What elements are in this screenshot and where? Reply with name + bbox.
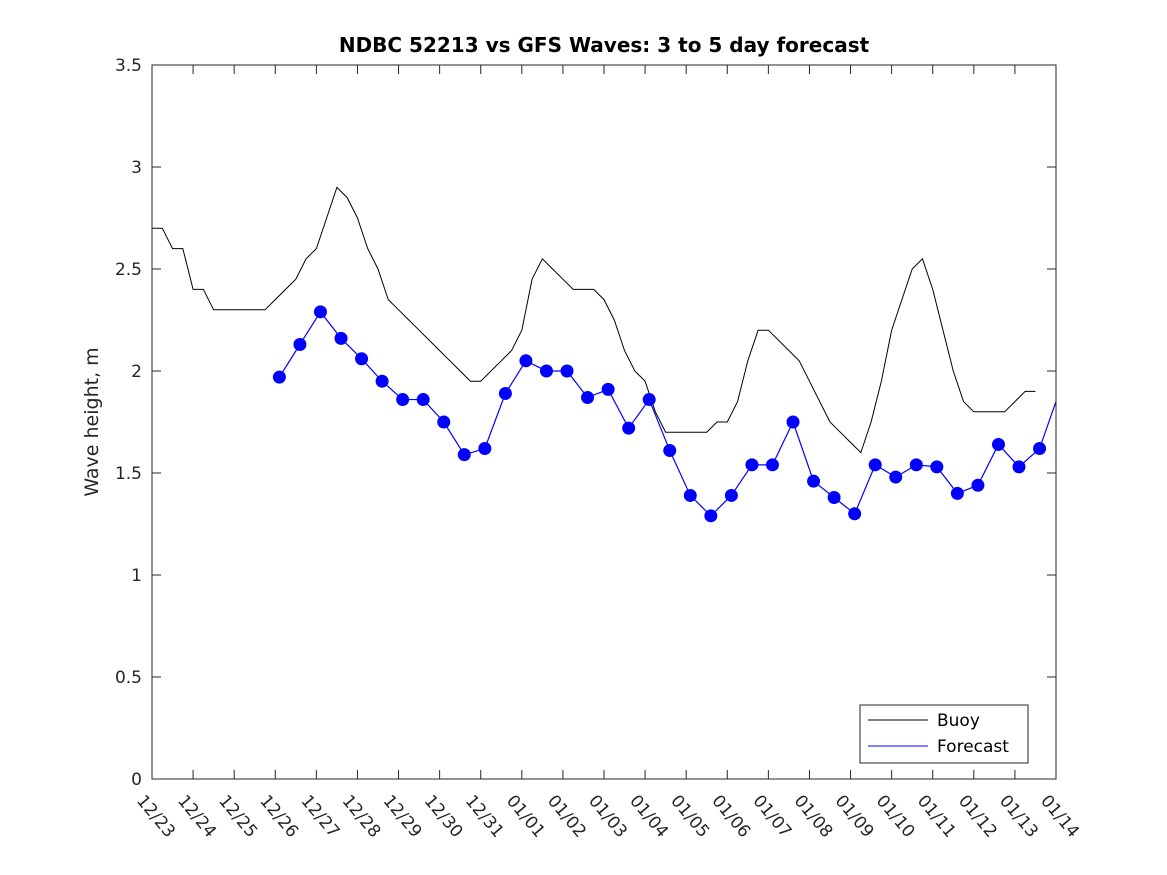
x-tick-label: 12/29 [379, 791, 426, 841]
forecast-point [827, 490, 841, 504]
legend-box [859, 704, 1029, 764]
legend-forecast-label: Forecast [937, 737, 1009, 757]
forecast-point [807, 474, 821, 488]
forecast-point [745, 458, 759, 472]
x-tick-label: 01/02 [543, 791, 590, 841]
forecast-point [1033, 442, 1047, 456]
forecast-point [498, 386, 512, 400]
y-axis-label: Wave height, m [81, 347, 103, 496]
x-tick-label: 12/25 [214, 791, 261, 841]
forecast-point [560, 364, 574, 378]
x-tick-label: 01/05 [666, 791, 713, 841]
y-tick-label: 0.5 [115, 668, 142, 688]
buoy-series-line [152, 186, 1036, 454]
forecast-point [909, 458, 923, 472]
forecast-point [478, 442, 492, 456]
forecast-point [683, 488, 697, 502]
forecast-point [889, 470, 903, 484]
x-tick-label: 01/09 [831, 791, 878, 841]
x-tick-label: 12/23 [132, 791, 179, 841]
y-tick-label: 2 [131, 362, 142, 382]
y-tick-label: 3 [131, 158, 142, 178]
y-tick-label: 0 [131, 770, 142, 790]
forecast-point [642, 393, 656, 407]
forecast-point [334, 331, 348, 345]
y-tick-label: 2.5 [115, 260, 142, 280]
forecast-point [663, 444, 677, 458]
x-tick-label: 01/14 [1036, 791, 1083, 841]
x-tick-label: 12/27 [297, 791, 344, 841]
forecast-point [704, 509, 718, 523]
forecast-points [272, 305, 1047, 523]
forecast-point [930, 460, 944, 474]
forecast-point [375, 374, 389, 388]
forecast-point [765, 458, 779, 472]
forecast-point [601, 382, 615, 396]
x-tick-label: 12/31 [461, 791, 508, 841]
forecast-point [416, 393, 430, 407]
x-tick-label: 01/03 [584, 791, 631, 841]
x-tick-label: 01/01 [502, 791, 549, 841]
x-tick-label: 01/10 [872, 791, 919, 841]
x-tick-label: 01/12 [954, 791, 1001, 841]
y-tick-label: 1.5 [115, 464, 142, 484]
x-tick-label: 12/26 [255, 791, 302, 841]
x-tick-label: 01/04 [625, 791, 672, 841]
chart-title: NDBC 52213 vs GFS Waves: 3 to 5 day fore… [339, 33, 870, 57]
x-tick-label: 01/08 [790, 791, 837, 841]
legend: Buoy Forecast [859, 704, 1029, 764]
x-tick-label: 01/07 [749, 791, 796, 841]
forecast-point [991, 437, 1005, 451]
y-tick-label: 3.5 [115, 56, 142, 76]
x-tick-label: 12/28 [338, 791, 385, 841]
legend-buoy-label: Buoy [937, 711, 980, 731]
forecast-point [786, 415, 800, 429]
x-tick-label: 01/13 [995, 791, 1042, 841]
forecast-point [355, 352, 369, 366]
forecast-point [437, 415, 451, 429]
forecast-point [724, 488, 738, 502]
forecast-point [868, 458, 882, 472]
plot-area [152, 65, 1056, 779]
forecast-point [581, 391, 595, 405]
x-tick-label: 12/24 [173, 791, 220, 841]
forecast-point [971, 478, 985, 492]
y-tick-label: 1 [131, 566, 142, 586]
forecast-point [848, 507, 862, 521]
x-tick-label: 01/06 [707, 791, 754, 841]
forecast-point [1012, 460, 1026, 474]
forecast-point [313, 305, 327, 319]
forecast-point [622, 421, 636, 435]
forecast-point [519, 354, 533, 368]
forecast-point [396, 393, 410, 407]
x-tick-label: 12/30 [420, 791, 467, 841]
forecast-point [539, 364, 553, 378]
forecast-point [457, 448, 471, 462]
x-tick-label: 01/11 [913, 791, 960, 841]
y-axis: 0 0.5 1 1.5 2 2.5 3 3.5 [115, 56, 1056, 790]
forecast-point [272, 370, 286, 384]
forecast-point [293, 337, 307, 351]
forecast-point [950, 486, 964, 500]
plot-frame [151, 64, 1057, 780]
